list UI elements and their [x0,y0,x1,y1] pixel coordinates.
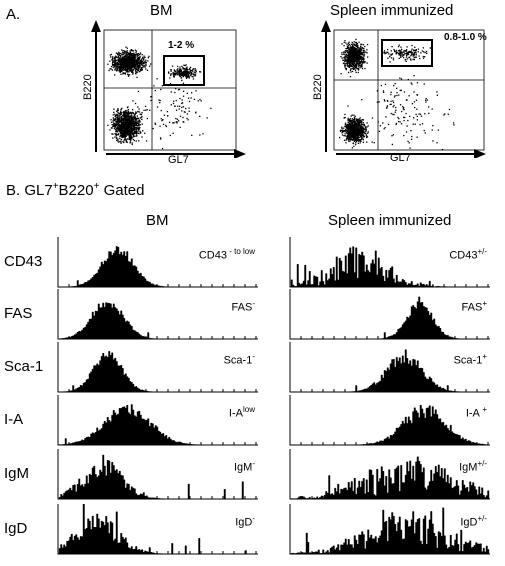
x-arrow-icon [474,149,486,158]
spleen-histogram [289,237,491,288]
spleen-histogram [289,395,491,446]
panel-a-spleen-gate-pct: 0.8-1.0 % [444,32,487,43]
histogram-svg [57,289,258,340]
panel-b-col-spleen: Spleen immunized [328,212,452,229]
histogram-svg [57,504,258,555]
bm-marker-label: IgM- [234,459,255,474]
panel-a-label: A. [6,6,21,23]
marker-name: Sca-1 [223,354,253,367]
panel-a-bm-gate-pct: 1-2 % [168,40,195,51]
panel-b-label-sup2: + [93,181,100,192]
x-arrow-icon [234,149,246,158]
spleen-histogram [289,504,491,555]
histogram-svg [57,237,258,288]
histogram-svg [289,289,490,340]
row-label: Sca-1 [4,358,44,375]
marker-sup: - to low [226,247,255,256]
marker-name: I-A [465,407,483,420]
marker-name: FAS [231,301,253,314]
histogram-svg [57,395,258,446]
marker-sup: +/- [477,247,487,256]
spleen-gate-box [381,39,433,67]
sp-marker-label: IgD+/- [460,514,487,529]
marker-name: FAS [461,301,483,314]
panel-a-bm-dotplot [91,20,246,158]
bm-marker-label: IgD- [235,514,255,529]
histogram-svg [289,504,490,555]
histogram-svg [289,449,490,500]
marker-name: Sca-1 [453,354,483,367]
panel-b-label-prefix: B. GL7 [6,182,53,199]
histogram-svg [57,449,258,500]
sp-marker-label: FAS+ [462,299,487,314]
marker-sup: + [482,299,487,308]
bm-histogram [57,237,259,288]
marker-sup: - [252,514,255,523]
histogram-svg [289,395,490,446]
panel-a-spleen-title: Spleen immunized [330,2,454,19]
histogram-svg [57,342,258,393]
panel-b-label-sup1: + [52,181,59,192]
row-label: CD43 [4,253,43,270]
sp-marker-label: I-A + [466,405,487,420]
marker-sup: - [252,352,255,361]
row-label: IgM [4,465,30,482]
marker-sup: +/- [477,459,487,468]
bm-histogram [57,395,259,446]
marker-name: IgM [233,461,253,474]
spleen-histogram [289,449,491,500]
sp-marker-label: Sca-1+ [454,352,487,367]
bm-marker-label: FAS- [232,299,255,314]
row-label: IgD [4,520,28,537]
panel-a-bm-title: BM [150,2,173,19]
spleen-histogram [289,289,491,340]
marker-sup: low [242,405,255,414]
bm-gate-box [163,55,205,86]
bm-marker-label: CD43 - to low [199,247,255,262]
bm-marker-label: I-Alow [229,405,255,420]
bm-histogram [57,289,259,340]
histogram-svg [289,237,490,288]
bm-histogram [57,342,259,393]
panel-b-label-suffix: Gated [99,182,145,199]
row-label: I-A [4,411,24,428]
panel-a-spleen-dotplot [321,20,486,158]
sp-marker-label: IgM+/- [459,459,487,474]
bm-histogram [57,449,259,500]
panel-a-bm-xaxis-label: GL7 [168,154,189,166]
panel-b-label-mid: B220 [58,182,94,199]
y-arrow-icon [91,20,101,32]
marker-name: CD43 [449,249,478,262]
bm-histogram [57,504,259,555]
row-label: FAS [4,305,33,322]
marker-name: IgD [460,516,478,529]
marker-sup: + [482,352,487,361]
marker-sup: - [252,459,255,468]
bm-marker-label: Sca-1- [224,352,255,367]
sp-marker-label: CD43+/- [449,247,487,262]
panel-b-label: B. GL7+B220+ Gated [6,181,144,199]
panel-b-col-bm: BM [146,212,169,229]
marker-sup: +/- [477,514,487,523]
histogram-svg [289,342,490,393]
marker-name: IgD [235,516,253,529]
marker-sup: - [252,299,255,308]
spleen-histogram [289,342,491,393]
marker-sup: + [482,405,487,414]
marker-name: I-A [228,407,243,420]
marker-name: IgM [459,461,478,474]
y-arrow-icon [321,20,331,32]
marker-name: CD43 [198,249,227,262]
